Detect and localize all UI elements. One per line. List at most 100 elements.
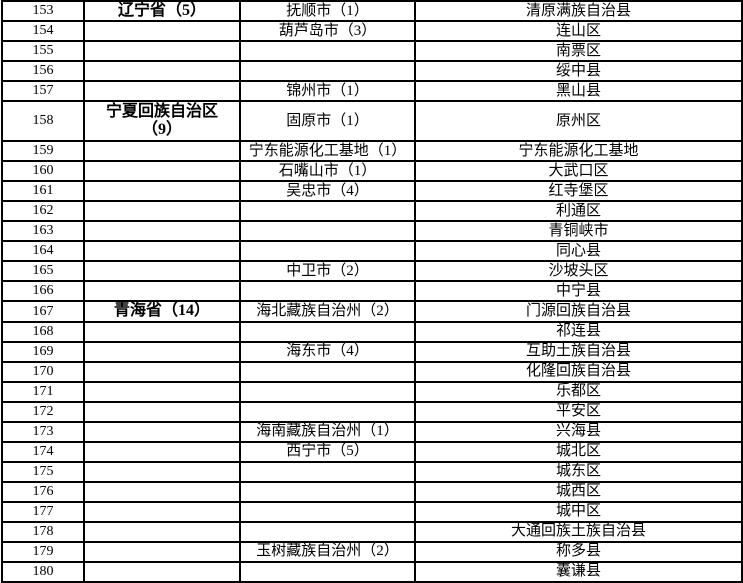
county-cell: 红寺堡区 xyxy=(414,180,743,203)
city-cell xyxy=(239,280,416,303)
row-number-cell: 155 xyxy=(1,40,85,63)
city-cell xyxy=(239,60,416,83)
table-row: 167 青海省（14） 海北藏族自治州（2） 门源回族自治县 xyxy=(1,300,743,323)
table-row: 155 南票区 xyxy=(1,40,743,63)
row-number-cell: 177 xyxy=(1,500,85,523)
city-cell: 宁东能源化工基地（1） xyxy=(239,140,416,163)
city-cell: 海北藏族自治州（2） xyxy=(239,300,416,323)
table-row: 173 海南藏族自治州（1） 兴海县 xyxy=(1,420,743,443)
row-number-cell: 158 xyxy=(1,100,85,143)
table-row: 160 石嘴山市（1） 大武口区 xyxy=(1,160,743,183)
county-cell: 原州区 xyxy=(414,100,743,143)
city-cell: 抚顺市（1） xyxy=(239,0,416,23)
table-row: 179 玉树藏族自治州（2） 称多县 xyxy=(1,540,743,563)
row-number-cell: 157 xyxy=(1,80,85,103)
city-cell xyxy=(239,220,416,243)
table-row: 156 绥中县 xyxy=(1,60,743,83)
row-number-cell: 160 xyxy=(1,160,85,183)
province-cell xyxy=(83,320,241,343)
row-number-cell: 174 xyxy=(1,440,85,463)
county-cell: 宁东能源化工基地 xyxy=(414,140,743,163)
province-cell xyxy=(83,400,241,423)
city-cell: 石嘴山市（1） xyxy=(239,160,416,183)
row-number-cell: 178 xyxy=(1,520,85,543)
province-cell: 辽宁省（5） xyxy=(83,0,241,23)
row-number-cell: 171 xyxy=(1,380,85,403)
province-cell xyxy=(83,160,241,183)
table-row: 159 宁东能源化工基地（1） 宁东能源化工基地 xyxy=(1,140,743,163)
row-number-cell: 167 xyxy=(1,300,85,323)
table-row: 176 城西区 xyxy=(1,480,743,503)
table-row: 175 城东区 xyxy=(1,460,743,483)
province-cell xyxy=(83,380,241,403)
province-cell xyxy=(83,260,241,283)
city-cell: 海东市（4） xyxy=(239,340,416,363)
table-row: 161 吴忠市（4） 红寺堡区 xyxy=(1,180,743,203)
row-number-cell: 164 xyxy=(1,240,85,263)
row-number-cell: 154 xyxy=(1,20,85,43)
county-cell: 青铜峡市 xyxy=(414,220,743,243)
county-cell: 祁连县 xyxy=(414,320,743,343)
county-cell: 互助土族自治县 xyxy=(414,340,743,363)
county-cell: 同心县 xyxy=(414,240,743,263)
province-cell xyxy=(83,340,241,363)
county-cell: 利通区 xyxy=(414,200,743,223)
table-row: 178 大通回族土族自治县 xyxy=(1,520,743,543)
province-cell xyxy=(83,220,241,243)
row-number-cell: 176 xyxy=(1,480,85,503)
row-number-cell: 161 xyxy=(1,180,85,203)
county-cell: 中宁县 xyxy=(414,280,743,303)
table-row: 171 乐都区 xyxy=(1,380,743,403)
row-number-cell: 156 xyxy=(1,60,85,83)
county-cell: 沙坡头区 xyxy=(414,260,743,283)
table-row: 165 中卫市（2） 沙坡头区 xyxy=(1,260,743,283)
city-cell xyxy=(239,560,416,583)
city-cell: 葫芦岛市（3） xyxy=(239,20,416,43)
table-row: 162 利通区 xyxy=(1,200,743,223)
county-cell: 连山区 xyxy=(414,20,743,43)
city-cell xyxy=(239,40,416,63)
city-cell: 锦州市（1） xyxy=(239,80,416,103)
province-cell xyxy=(83,200,241,223)
table-row: 154 葫芦岛市（3） 连山区 xyxy=(1,20,743,43)
table-row: 164 同心县 xyxy=(1,240,743,263)
province-cell xyxy=(83,280,241,303)
row-number-cell: 168 xyxy=(1,320,85,343)
table-row: 163 青铜峡市 xyxy=(1,220,743,243)
row-number-cell: 165 xyxy=(1,260,85,283)
county-cell: 化隆回族自治县 xyxy=(414,360,743,383)
province-cell xyxy=(83,500,241,523)
province-cell xyxy=(83,560,241,583)
county-cell: 南票区 xyxy=(414,40,743,63)
county-cell: 大武口区 xyxy=(414,160,743,183)
county-cell: 黑山县 xyxy=(414,80,743,103)
table-row: 170 化隆回族自治县 xyxy=(1,360,743,383)
county-cell: 门源回族自治县 xyxy=(414,300,743,323)
city-cell xyxy=(239,460,416,483)
row-number-cell: 163 xyxy=(1,220,85,243)
row-number-cell: 153 xyxy=(1,0,85,23)
table-row: 172 平安区 xyxy=(1,400,743,423)
row-number-cell: 159 xyxy=(1,140,85,163)
province-cell xyxy=(83,60,241,83)
table-row: 174 西宁市（5） 城北区 xyxy=(1,440,743,463)
city-cell: 西宁市（5） xyxy=(239,440,416,463)
province-cell xyxy=(83,180,241,203)
province-cell xyxy=(83,540,241,563)
row-number-cell: 180 xyxy=(1,560,85,583)
county-cell: 城东区 xyxy=(414,460,743,483)
province-cell xyxy=(83,480,241,503)
county-cell: 乐都区 xyxy=(414,380,743,403)
county-cell: 城西区 xyxy=(414,480,743,503)
city-cell: 玉树藏族自治州（2） xyxy=(239,540,416,563)
table-row: 153 辽宁省（5） 抚顺市（1） 清原满族自治县 xyxy=(1,0,743,23)
city-cell xyxy=(239,240,416,263)
province-cell: 青海省（14） xyxy=(83,300,241,323)
county-cell: 清原满族自治县 xyxy=(414,0,743,23)
county-cell: 绥中县 xyxy=(414,60,743,83)
county-cell: 城中区 xyxy=(414,500,743,523)
province-cell xyxy=(83,440,241,463)
table-row: 166 中宁县 xyxy=(1,280,743,303)
